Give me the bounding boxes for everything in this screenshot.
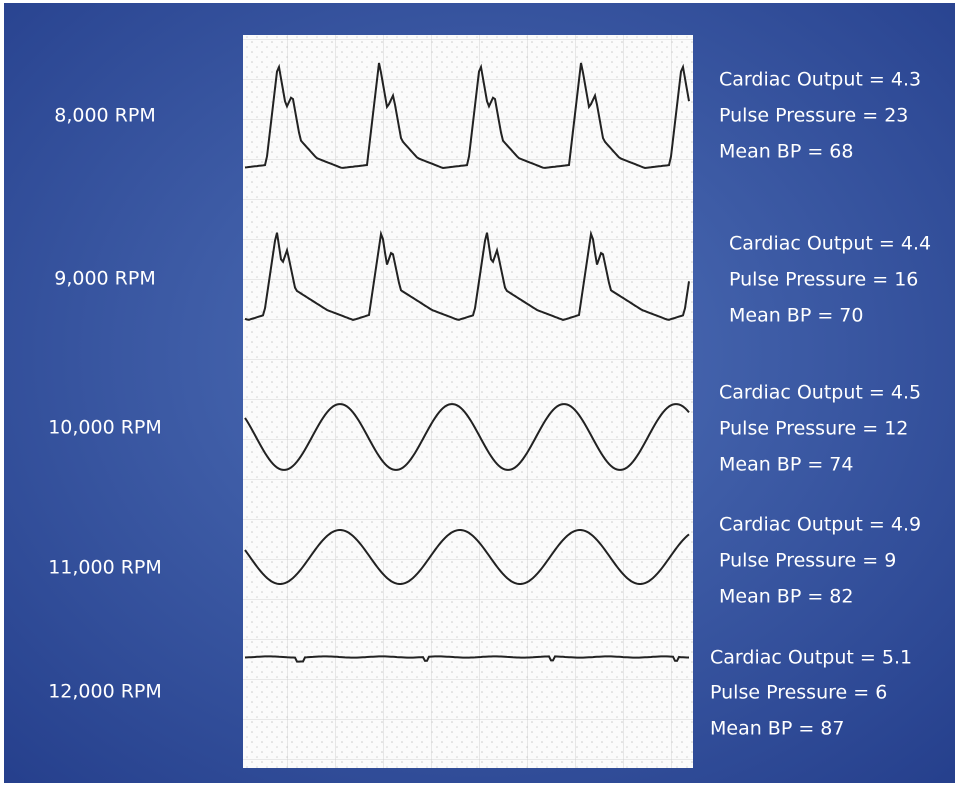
measurement: Mean BP = 87 (710, 718, 844, 740)
measurement: Mean BP = 74 (719, 454, 853, 476)
measurement: Pulse Pressure = 6 (710, 682, 887, 704)
rpm-label: 9,000 RPM (54, 268, 156, 290)
measurement: Cardiac Output = 4.9 (719, 514, 921, 536)
measurement: Cardiac Output = 4.5 (719, 382, 921, 404)
measurement: Cardiac Output = 4.3 (719, 69, 921, 91)
measurement: Mean BP = 68 (719, 141, 853, 163)
measurement: Pulse Pressure = 23 (719, 105, 908, 127)
measurement: Pulse Pressure = 12 (719, 418, 908, 440)
measurement: Pulse Pressure = 16 (729, 269, 918, 291)
slide: 8,000 RPM Cardiac Output = 4.3 Pulse Press… (0, 0, 959, 786)
rpm-label: 8,000 RPM (54, 105, 156, 127)
measurement: Pulse Pressure = 9 (719, 550, 896, 572)
measurement: Cardiac Output = 4.4 (729, 233, 931, 255)
rpm-label: 11,000 RPM (48, 557, 162, 579)
rpm-label: 12,000 RPM (48, 681, 162, 703)
rpm-label: 10,000 RPM (48, 417, 162, 439)
measurement: Mean BP = 70 (729, 305, 863, 327)
measurement: Cardiac Output = 5.1 (710, 647, 912, 669)
measurement: Mean BP = 82 (719, 586, 853, 608)
